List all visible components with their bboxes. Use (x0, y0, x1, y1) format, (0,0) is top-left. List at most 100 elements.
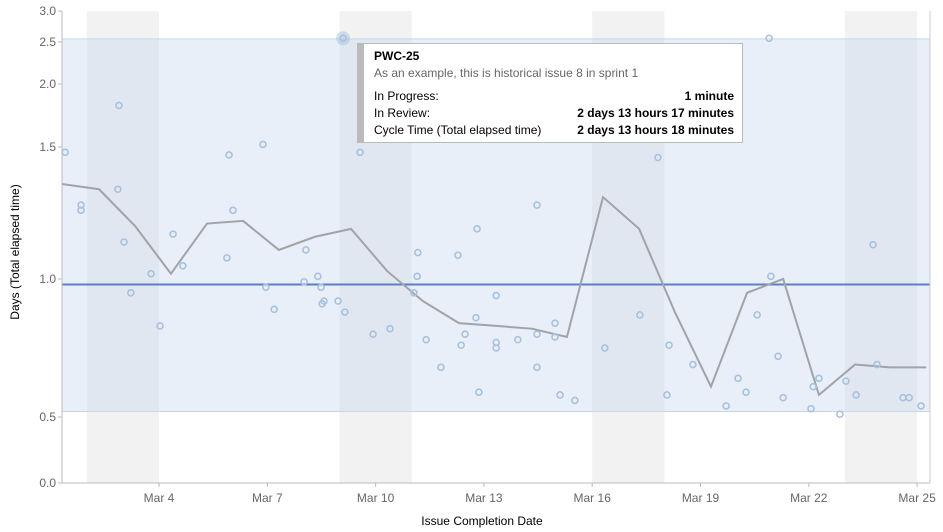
data-point[interactable] (410, 288, 418, 297)
data-point[interactable] (115, 101, 123, 110)
data-point[interactable] (765, 34, 773, 43)
data-point[interactable] (571, 396, 579, 405)
x-tick-label: Mar 22 (790, 491, 828, 505)
x-tick-label: Mar 25 (898, 491, 936, 505)
data-point[interactable] (179, 261, 187, 270)
data-point[interactable] (722, 402, 730, 410)
row-value: 2 days 13 hours 18 minutes (577, 123, 734, 137)
x-tick-label: Mar 16 (574, 491, 612, 505)
data-point[interactable] (665, 341, 673, 350)
data-point[interactable] (654, 153, 662, 162)
data-point[interactable] (689, 360, 697, 369)
data-point[interactable] (473, 225, 481, 233)
data-point[interactable] (815, 374, 823, 383)
data-point[interactable] (259, 140, 267, 149)
data-point[interactable] (77, 206, 85, 215)
data-point[interactable] (836, 410, 844, 419)
x-tick-label: Mar 7 (252, 491, 283, 505)
row-value: 1 minute (684, 89, 734, 103)
data-point[interactable] (636, 311, 644, 319)
data-point[interactable] (120, 238, 128, 246)
tooltip-accent-bar (358, 44, 364, 142)
data-point[interactable] (314, 272, 322, 281)
data-point[interactable] (223, 254, 231, 262)
tooltip-issue-summary: As an example, this is historical issue … (374, 66, 639, 80)
data-point[interactable] (472, 313, 480, 322)
row-label: In Progress: (374, 89, 439, 103)
data-point[interactable] (334, 297, 342, 305)
data-point[interactable] (262, 283, 270, 292)
data-point[interactable] (807, 404, 815, 413)
data-point[interactable] (320, 297, 328, 305)
data-point[interactable] (533, 201, 541, 209)
y-tick-label: 2.0 (39, 77, 56, 91)
data-point[interactable] (917, 402, 925, 410)
data-point[interactable] (454, 251, 462, 260)
data-point[interactable] (156, 322, 164, 330)
data-point[interactable] (414, 248, 422, 257)
y-tick-label: 1.5 (39, 140, 56, 154)
data-point[interactable] (774, 352, 782, 361)
data-point[interactable] (339, 34, 347, 43)
data-point[interactable] (147, 269, 155, 278)
data-point[interactable] (229, 206, 237, 215)
y-tick-label: 2.5 (39, 35, 56, 49)
data-point[interactable] (369, 330, 377, 339)
data-point[interactable] (317, 283, 325, 292)
data-point[interactable] (300, 277, 308, 286)
rolling-average-line (61, 182, 927, 397)
x-axis-label: Issue Completion Date (421, 514, 543, 528)
data-point[interactable] (852, 391, 860, 399)
data-point[interactable] (302, 246, 310, 254)
x-tick-label: Mar 4 (144, 491, 175, 505)
data-point[interactable] (356, 148, 364, 157)
data-point[interactable] (475, 388, 483, 396)
data-point[interactable] (413, 272, 421, 281)
data-point[interactable] (127, 288, 135, 297)
data-point[interactable] (601, 344, 609, 352)
tooltip-row-in-progress: In Progress: 1 minute (374, 88, 734, 105)
data-point[interactable] (551, 319, 559, 327)
row-value: 2 days 13 hours 17 minutes (577, 106, 734, 120)
data-point[interactable] (842, 377, 850, 385)
data-point[interactable] (169, 230, 177, 238)
data-point[interactable] (270, 305, 278, 314)
highlighted-point-halo (336, 31, 351, 46)
data-point[interactable] (386, 324, 394, 333)
data-point[interactable] (514, 335, 522, 344)
y-axis-label: Days (Total elapsed time) (8, 184, 22, 319)
y-tick-label: 3.0 (39, 4, 56, 18)
row-label: Cycle Time (Total elapsed time) (374, 123, 542, 137)
data-point[interactable] (734, 374, 742, 383)
data-point[interactable] (225, 151, 233, 159)
data-point[interactable] (753, 311, 761, 319)
data-point[interactable] (461, 330, 469, 339)
data-point[interactable] (492, 344, 500, 352)
data-point[interactable] (905, 393, 913, 402)
data-point[interactable] (809, 382, 817, 391)
data-point[interactable] (556, 391, 564, 399)
data-point[interactable] (114, 185, 122, 194)
tooltip-row-in-review: In Review: 2 days 13 hours 17 minutes (374, 105, 734, 122)
issue-tooltip: PWC-25 As an example, this is historical… (357, 43, 743, 143)
data-point[interactable] (457, 341, 465, 350)
data-point[interactable] (663, 391, 671, 399)
y-tick-label: 0.5 (39, 410, 56, 424)
data-point[interactable] (779, 393, 787, 402)
data-point[interactable] (551, 333, 559, 341)
x-tick-label: Mar 10 (357, 491, 395, 505)
data-point[interactable] (873, 360, 881, 369)
tooltip-issue-key[interactable]: PWC-25 (374, 49, 420, 63)
data-point[interactable] (341, 308, 349, 316)
data-point[interactable] (422, 335, 430, 344)
x-tick-label: Mar 13 (465, 491, 503, 505)
data-point[interactable] (492, 291, 500, 300)
data-point[interactable] (533, 330, 541, 339)
y-tick-label: 0.0 (39, 476, 56, 490)
data-point[interactable] (437, 363, 445, 372)
data-point[interactable] (767, 272, 775, 281)
data-point[interactable] (533, 363, 541, 372)
data-point[interactable] (742, 388, 750, 396)
weekend-band (86, 11, 159, 483)
data-point[interactable] (869, 240, 877, 249)
